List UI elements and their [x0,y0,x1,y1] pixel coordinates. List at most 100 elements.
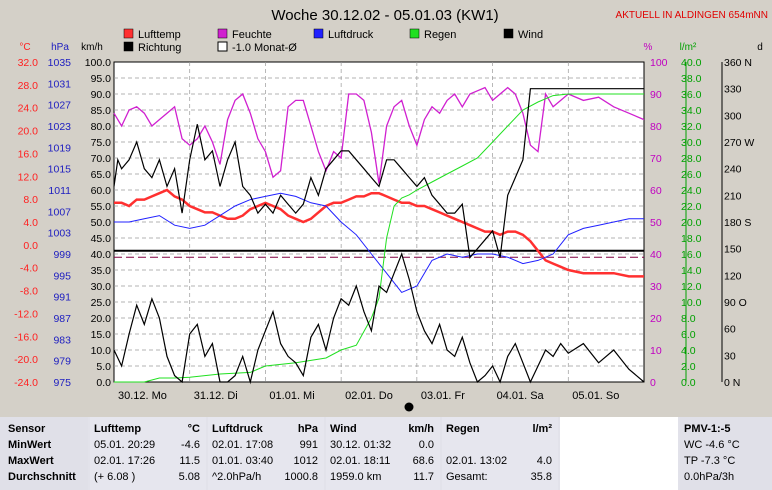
axis-tick-label: 991 [53,292,71,304]
series-line-regen [114,93,644,383]
axis-tick-label: 1015 [48,164,72,176]
axis-tick-label: 90 [650,89,662,101]
spacer-column [560,417,678,490]
wind-unit: km/h [408,423,434,435]
luftdruck-trend: ^2.0hPa/h [212,471,262,483]
lufttemp-min-date: 05.01. 20:29 [94,439,156,451]
legend-swatch [503,28,514,39]
axis-tick-label: 4.0 [681,345,696,357]
axis-tick-label: 30 [724,350,736,362]
series-line-wind [113,252,645,385]
lufttemp-avg-note: (+ 6.08 ) [94,471,136,483]
chart-title: Woche 30.12.02 - 05.01.03 (KW1) [271,7,498,24]
axis-tick-label: 4.0 [23,217,38,229]
sensor-header: Sensor [8,423,46,435]
axis-tick-label: 32.0 [18,57,39,69]
row-label: MinWert [8,439,52,451]
axis-tick-label: 330 [724,84,742,96]
axis-tick-label: 32.0 [681,121,702,133]
luftdruck-column: Luftdruck hPa 02.01. 17:08 991 01.01. 03… [208,417,324,490]
pmv-windchill: WC -4.6 °C [684,439,740,451]
axis-tick-label: 60 [650,185,662,197]
x-tick-label: 02.01. Do [345,390,393,402]
wind-max-date: 02.01. 18:11 [330,455,391,467]
legend-swatch [123,41,134,52]
x-axis-ticks: 30.12. Mo 31.12. Di 01.01. Mi 02.01. Do 03.0… [118,390,619,402]
lufttemp-min-value: -4.6 [181,439,200,451]
row-label: MaxWert [8,455,54,467]
axis-unit-label: °C [19,42,30,53]
axis-tick-label: 80 [650,121,662,133]
axis-tick-label: 1027 [48,100,72,112]
axis-tick-label: 16.0 [18,148,39,160]
pmv-pressure-trend: 0.0hPa/3h [684,471,735,483]
axis-tick-label: 12.0 [18,171,39,183]
axis-tick-label: 30.0 [91,281,112,293]
row-label: Durchschnitt [8,471,76,483]
legend-label: Regen [424,29,456,41]
axis-tick-label: 22.0 [681,201,702,213]
axis-tick-label: 120 [724,270,742,282]
axis-tick-label: 995 [53,270,71,282]
axis-tick-label: 180 S [724,217,751,229]
sun-marker-icon [404,402,414,412]
regen-header: Regen [446,423,480,435]
wind-avg-value: 11.7 [413,471,434,483]
axis-tick-label: 1023 [48,121,72,133]
sensor-column: Sensor MinWert MaxWert Durchschnitt [0,417,88,490]
regen-column: Regen l/m² 02.01. 13:02 4.0 Gesamt: 35.8 [442,417,558,490]
axis-tick-label: 70 [650,153,662,165]
axis-tick-label: 30.0 [681,137,702,149]
axis-tick-label: 20 [650,313,662,325]
lufttemp-header: Lufttemp [94,423,142,435]
axis-tick-label: 26.0 [681,169,702,181]
axis-unit-label: d [757,42,763,53]
axis-tick-label: 24.0 [681,185,702,197]
legend-label: -1.0 Monat-Ø [232,42,297,54]
axis-tick-label: -4.0 [20,263,38,275]
axis-tick-label: 34.0 [681,105,702,117]
series-line-feuchte [113,86,645,184]
axis-tick-label: 16.0 [681,249,702,261]
axis-tick-label: 300 [724,110,742,122]
axis-tick-label: -16.0 [14,331,38,343]
axis-tick-label: 10.0 [681,297,702,309]
legend-label: Wind [518,29,543,41]
chart-axes: °C 32.0 28.0 24.0 20.0 16.0 12.0 8.0 4.0 0.0 -4.0 -… [14,42,763,389]
axis-tick-label: 85.0 [91,105,112,117]
series-line-richtung [113,88,644,260]
regen-total-value: 35.8 [530,471,552,483]
axis-tick-label: 0.0 [681,377,696,389]
axis-tick-label: 36.0 [681,89,702,101]
x-tick-label: 31.12. Di [194,390,238,402]
axis-tick-label: 100 [650,57,668,69]
axis-tick-label: 35.0 [91,265,112,277]
axis-tick-label: 70.0 [91,153,112,165]
luftdruck-header: Luftdruck [212,423,263,435]
luftdruck-avg-value: 1000.8 [284,471,318,483]
axis-tick-label: 0.0 [96,377,111,389]
lufttemp-column: Lufttemp °C 05.01. 20:29 -4.6 02.01. 17:… [90,417,206,490]
luftdruck-max-value: 1012 [293,455,318,467]
axis-tick-label: -8.0 [20,286,38,298]
regen-max-value: 4.0 [536,455,552,467]
axis-tick-label: 55.0 [91,201,112,213]
axis-tick-label: 60 [724,324,736,336]
luftdruck-max-date: 01.01. 03:40 [212,455,274,467]
axis-tick-label: 1011 [48,185,71,197]
axis-tick-label: 210 [724,190,742,202]
axis-tick-label: 45.0 [91,233,112,245]
axis-tick-label: 6.0 [681,329,696,341]
pmv-dewpoint: TP -7.3 °C [684,455,736,467]
axis-tick-label: 1007 [48,206,72,218]
axis-tick-label: 40.0 [91,249,112,261]
axis-tick-label: 40.0 [681,57,702,69]
axis-tick-label: 0 N [724,377,740,389]
legend-label: Richtung [138,42,181,54]
axis-tick-label: 65.0 [91,169,112,181]
axis-tick-label: 15.0 [91,329,112,341]
axis-tick-label: 100.0 [85,57,111,69]
axis-tick-label: 25.0 [91,297,112,309]
axis-tick-label: 75.0 [91,137,112,149]
series-line-lufttemp [114,188,644,278]
